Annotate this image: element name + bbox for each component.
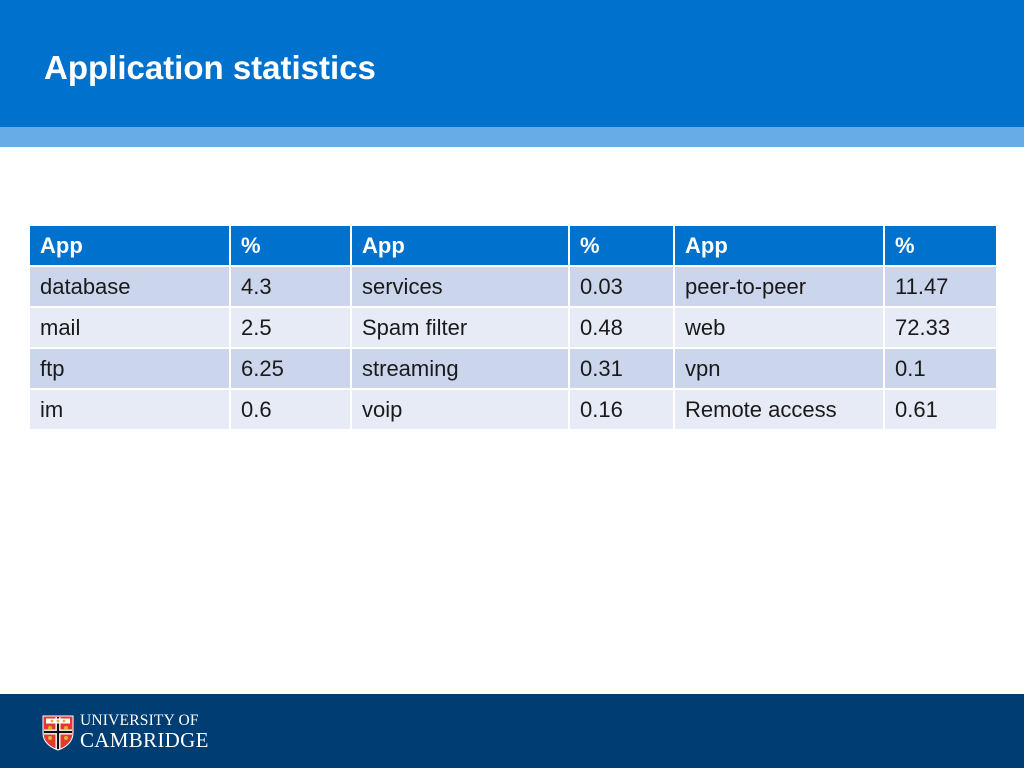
percent-cell: 11.47	[883, 265, 998, 308]
app-cell: Spam filter	[350, 306, 570, 349]
logo-line-cambridge: CAMBRIDGE	[80, 727, 209, 752]
app-cell: ftp	[28, 347, 231, 390]
header-cell-app: App	[350, 224, 570, 267]
logo-line-university-of: UNIVERSITY OF	[80, 712, 199, 729]
percent-cell: 0.31	[568, 347, 675, 390]
app-cell: voip	[350, 388, 570, 431]
slide-header	[0, 0, 1024, 127]
app-cell: database	[28, 265, 231, 308]
slide-title: Application statistics	[44, 49, 376, 86]
percent-cell: 72.33	[883, 306, 998, 349]
app-cell: Remote access	[673, 388, 885, 431]
slide-footer: UNIVERSITY OF CAMBRIDGE	[0, 694, 1024, 768]
application-statistics-table: App % App % App % database 4.3 services …	[28, 224, 998, 431]
app-cell: vpn	[673, 347, 885, 390]
header-accent-strip	[0, 127, 1024, 147]
percent-cell: 0.03	[568, 265, 675, 308]
header-cell-percent: %	[229, 224, 352, 267]
table-header-row: App % App % App %	[28, 224, 998, 267]
table-row: im 0.6 voip 0.16 Remote access 0.61	[28, 388, 998, 431]
percent-cell: 6.25	[229, 347, 352, 390]
header-cell-percent: %	[568, 224, 675, 267]
university-logo-text: UNIVERSITY OF CAMBRIDGE	[80, 713, 209, 751]
header-cell-app: App	[28, 224, 231, 267]
percent-cell: 0.6	[229, 388, 352, 431]
app-cell: services	[350, 265, 570, 308]
app-cell: im	[28, 388, 231, 431]
percent-cell: 0.1	[883, 347, 998, 390]
percent-cell: 0.48	[568, 306, 675, 349]
header-cell-app: App	[673, 224, 885, 267]
header-cell-percent: %	[883, 224, 998, 267]
table-row: database 4.3 services 0.03 peer-to-peer …	[28, 265, 998, 308]
table-row: ftp 6.25 streaming 0.31 vpn 0.1	[28, 347, 998, 390]
percent-cell: 4.3	[229, 265, 352, 308]
percent-cell: 2.5	[229, 306, 352, 349]
app-cell: mail	[28, 306, 231, 349]
table-row: mail 2.5 Spam filter 0.48 web 72.33	[28, 306, 998, 349]
app-cell: web	[673, 306, 885, 349]
app-cell: peer-to-peer	[673, 265, 885, 308]
percent-cell: 0.61	[883, 388, 998, 431]
university-crest-icon	[42, 715, 74, 751]
percent-cell: 0.16	[568, 388, 675, 431]
app-cell: streaming	[350, 347, 570, 390]
